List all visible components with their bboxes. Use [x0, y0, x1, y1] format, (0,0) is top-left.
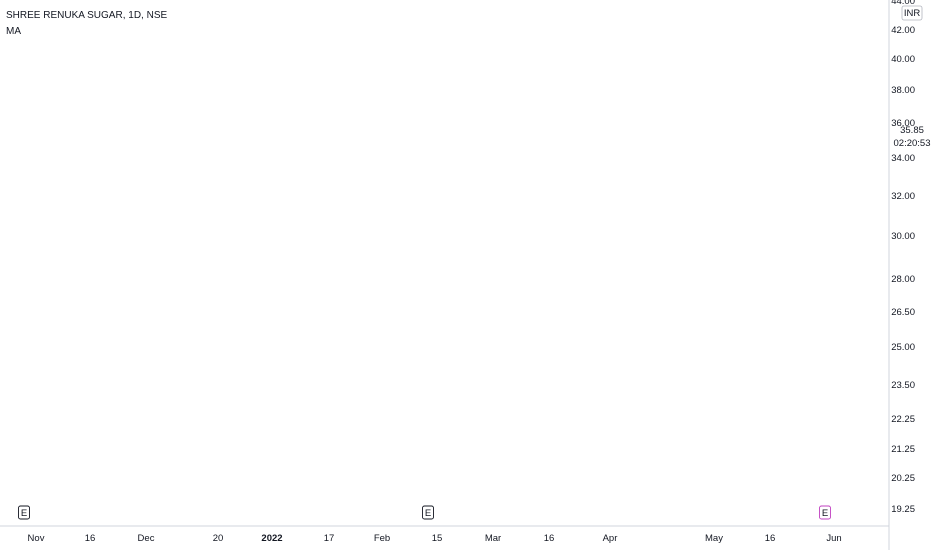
event-label: E [822, 508, 828, 519]
price-tick-label: 34.00 [891, 153, 915, 164]
time-axis[interactable]: Nov 16 Dec 20 2022 17 Feb 15 Mar 16 Apr May 16 Jun [0, 525, 889, 544]
time-tick-label: Mar [485, 533, 501, 544]
price-tick-label: 30.00 [891, 231, 915, 242]
earnings-event-marker[interactable]: E [819, 505, 831, 520]
indicator-label[interactable]: MA [6, 26, 21, 37]
event-box [422, 505, 434, 520]
price-tick-label: 36.00 [891, 118, 915, 129]
chart-title: SHREE RENUKA SUGAR, 1D, NSE [6, 10, 168, 21]
currency-label: INR [904, 8, 921, 19]
price-tick-label: 44.00 [891, 0, 915, 7]
event-label: E [425, 508, 431, 519]
time-tick-label: 2022 [261, 533, 282, 544]
price-tick-label: 25.00 [891, 342, 915, 353]
price-axis[interactable]: 44.00 42.00 40.00 38.00 36.00 34.00 32.00 30.00… [888, 0, 931, 550]
price-tick-label: 40.00 [891, 54, 915, 65]
time-tick-label: 16 [544, 533, 555, 544]
currency-badge[interactable]: INR [901, 5, 923, 21]
time-tick-label: May [705, 533, 723, 544]
event-box [18, 505, 30, 520]
price-tick-label: 38.00 [891, 85, 915, 96]
price-tick-label: 20.25 [891, 473, 915, 484]
event-label: E [21, 508, 27, 519]
time-tick-label: Dec [138, 533, 155, 544]
price-tick-label: 19.25 [891, 504, 915, 515]
time-tick-label: 17 [324, 533, 335, 544]
time-tick-label: Apr [603, 533, 618, 544]
time-tick-label: 15 [432, 533, 443, 544]
countdown-label: 02:20:53 [894, 138, 931, 149]
currency-box [901, 5, 923, 21]
price-tick-label: 21.25 [891, 444, 915, 455]
time-tick-label: 16 [765, 533, 776, 544]
price-tick-label: 42.00 [891, 25, 915, 36]
price-tick-label: 22.25 [891, 414, 915, 425]
time-tick-label: 16 [85, 533, 96, 544]
price-tick-label: 32.00 [891, 191, 915, 202]
price-tick-label: 23.50 [891, 380, 915, 391]
event-box [819, 505, 831, 520]
time-tick-label: Nov [28, 533, 45, 544]
earnings-event-marker[interactable]: E [422, 505, 434, 520]
earnings-event-marker[interactable]: E [18, 505, 30, 520]
price-tick-label: 28.00 [891, 274, 915, 285]
price-tick-label: 26.50 [891, 307, 915, 318]
time-tick-label: 20 [213, 533, 224, 544]
time-tick-label: Feb [374, 533, 390, 544]
last-close-label: 35.85 [900, 125, 924, 136]
time-tick-label: Jun [826, 533, 841, 544]
